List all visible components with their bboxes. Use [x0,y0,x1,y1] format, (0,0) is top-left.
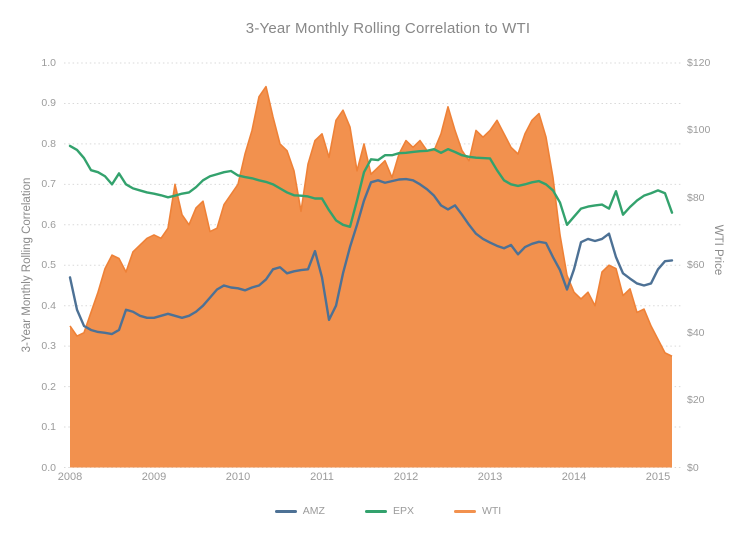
left-axis-tick: 0.0 [41,461,56,474]
chart-title: 3-Year Monthly Rolling Correlation to WT… [245,20,531,37]
left-axis-tick: 0.9 [41,97,56,110]
left-axis-tick: 0.5 [41,259,56,272]
x-axis-tick: 2008 [57,471,83,483]
x-axis-tick: 2013 [477,471,503,483]
legend-swatch-epx [364,509,387,513]
legend-swatch-amz [274,509,297,513]
left-axis-tick: 0.2 [41,380,56,393]
x-axis-tick: 2015 [645,471,671,483]
left-axis-tick: 0.8 [41,137,56,150]
right-axis-tick: $80 [687,191,705,204]
right-axis-tick: $20 [687,394,705,407]
x-axis-tick: 2010 [225,471,251,483]
legend-swatch-wti [453,509,476,513]
x-axis-tick: 2011 [310,471,334,483]
legend-item-amz: AMZ [274,505,325,517]
right-axis-tick: $0 [687,461,699,474]
amz-line [68,177,674,336]
legend-label: EPX [392,505,414,517]
right-axis-tick: $100 [687,124,711,137]
legend-label: AMZ [302,505,325,517]
right-axis-tick: $120 [687,57,711,69]
left-axis-tick: 0.6 [41,218,56,231]
wti-area [70,86,672,468]
legend-item-wti: WTI [453,505,502,517]
epx-line [68,144,674,229]
legend-label: WTI [481,505,502,517]
x-axis-tick: 2014 [561,471,587,483]
x-axis-tick: 2009 [141,471,167,483]
left-axis-tick: 0.1 [41,421,56,434]
x-axis-tick: 2012 [393,471,419,483]
right-axis-tick: $40 [687,326,705,339]
right-axis-tick: $60 [687,259,705,272]
wti-area-edge [69,85,673,357]
left-axis-tick: 1.0 [41,57,56,69]
legend: AMZ EPX WTI [66,503,710,519]
legend-item-epx: EPX [364,505,414,517]
left-axis-tick: 0.3 [41,340,56,353]
left-axis-tick: 0.4 [41,299,56,312]
left-axis-tick: 0.7 [41,178,56,191]
